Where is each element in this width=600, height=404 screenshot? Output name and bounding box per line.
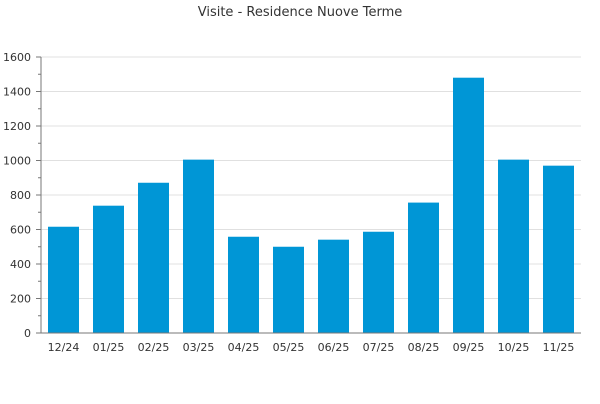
x-tick-label: 05/25 xyxy=(273,341,305,354)
y-tick-label: 400 xyxy=(10,258,31,271)
bar-04/25 xyxy=(228,236,259,333)
bar-07/25 xyxy=(363,231,394,333)
y-tick-label: 1400 xyxy=(3,86,31,99)
x-tick-label: 07/25 xyxy=(363,341,395,354)
x-tick-label: 04/25 xyxy=(228,341,260,354)
x-tick-label: 12/24 xyxy=(48,341,80,354)
y-tick-label: 0 xyxy=(24,327,31,340)
bar-09/25 xyxy=(453,77,484,333)
bar-05/25 xyxy=(273,246,304,333)
x-tick-label: 01/25 xyxy=(93,341,125,354)
bar-02/25 xyxy=(138,182,169,333)
y-tick-label: 1000 xyxy=(3,155,31,168)
x-tick-label: 08/25 xyxy=(408,341,440,354)
bar-11/25 xyxy=(543,165,574,333)
y-tick-label: 600 xyxy=(10,224,31,237)
y-tick-label: 800 xyxy=(10,189,31,202)
x-tick-labels: 12/24 01/25 02/25 03/25 04/25 05/25 06/25 07/25… xyxy=(48,341,575,354)
y-tick-label: 200 xyxy=(10,293,31,306)
x-tick-label: 02/25 xyxy=(138,341,170,354)
bar-06/25 xyxy=(318,239,349,333)
y-tick-labels: 0 200 400 600 800 1000 1200 1400 1600 xyxy=(3,51,31,340)
bar-03/25 xyxy=(183,159,214,333)
y-tick-label: 1200 xyxy=(3,120,31,133)
x-tick-label: 10/25 xyxy=(498,341,530,354)
gridlines xyxy=(41,56,581,299)
chart-title: Visite - Residence Nuove Terme xyxy=(198,5,403,20)
x-tick-label: 06/25 xyxy=(318,341,350,354)
bar-12/24 xyxy=(48,226,79,333)
x-tick-label: 03/25 xyxy=(183,341,215,354)
bar-01/25 xyxy=(93,205,124,333)
y-tick-label: 1600 xyxy=(3,51,31,64)
bar-08/25 xyxy=(408,202,439,333)
axes xyxy=(36,56,581,334)
bar-10/25 xyxy=(498,159,529,333)
x-tick-label: 11/25 xyxy=(543,341,575,354)
x-tick-label: 09/25 xyxy=(453,341,485,354)
bars xyxy=(48,77,574,333)
